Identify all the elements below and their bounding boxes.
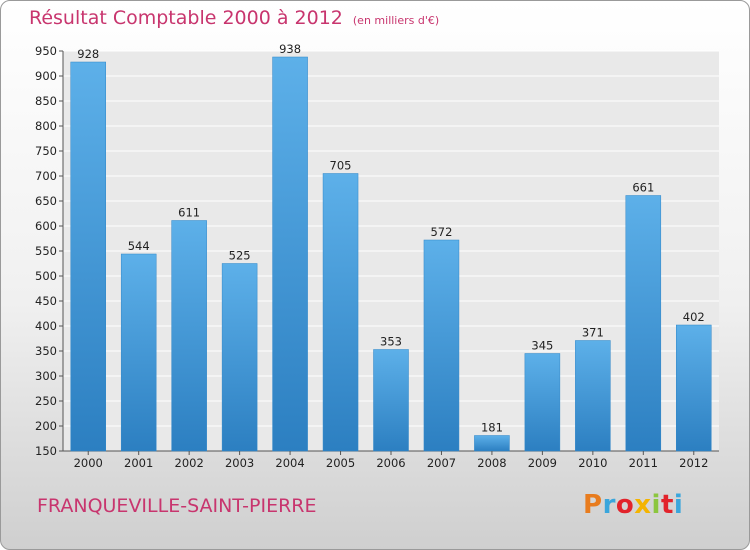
- bar: [676, 324, 712, 452]
- y-tick-label: 150: [35, 444, 57, 458]
- x-tick-label: 2005: [326, 456, 355, 470]
- bar: [322, 173, 359, 452]
- x-tick-label: 2012: [679, 456, 708, 470]
- y-tick-label: 300: [35, 369, 57, 383]
- x-tick-label: 2009: [528, 456, 557, 470]
- bar: [423, 239, 460, 452]
- y-tick-label: 200: [35, 419, 57, 433]
- chart-subtitle: (en milliers d'€): [352, 14, 440, 27]
- x-tick-label: 2006: [376, 456, 405, 470]
- data-label: 525: [229, 249, 251, 263]
- data-label: 353: [380, 335, 402, 349]
- y-tick-label: 950: [35, 44, 57, 58]
- x-tick-label: 2007: [427, 456, 456, 470]
- brand-logo-letter: x: [634, 490, 652, 520]
- brand-logo-letter: P: [583, 490, 603, 520]
- y-tick-label: 400: [35, 319, 57, 333]
- y-tick-label: 750: [35, 144, 57, 158]
- y-tick-label: 450: [35, 294, 57, 308]
- y-tick-label: 800: [35, 119, 57, 133]
- bar: [120, 253, 157, 452]
- data-label: 181: [481, 421, 503, 435]
- bar: [625, 195, 662, 452]
- chart-title-row: Résultat Comptable 2000 à 2012 (en millie…: [29, 7, 439, 29]
- x-tick-label: 2000: [74, 456, 103, 470]
- y-tick-label: 250: [35, 394, 57, 408]
- bar: [272, 56, 308, 452]
- brand-logo-letter: i: [673, 490, 684, 520]
- data-label: 371: [582, 326, 604, 340]
- bar: [373, 349, 409, 452]
- brand-logo-letter: r: [602, 490, 616, 520]
- brand-logo-letter: t: [660, 490, 674, 520]
- data-label: 572: [430, 225, 452, 239]
- bar: [171, 220, 207, 452]
- y-tick-label: 700: [35, 169, 57, 183]
- y-tick-label: 350: [35, 344, 57, 358]
- data-label: 705: [330, 159, 352, 173]
- data-label: 345: [531, 339, 553, 353]
- location-label: FRANQUEVILLE-SAINT-PIERRE: [37, 495, 317, 517]
- bar: [474, 435, 510, 452]
- x-tick-label: 2002: [175, 456, 204, 470]
- x-tick-label: 2008: [477, 456, 506, 470]
- y-tick-label: 600: [35, 219, 57, 233]
- y-tick-label: 850: [35, 94, 57, 108]
- x-tick-label: 2001: [124, 456, 153, 470]
- data-label: 938: [279, 42, 301, 56]
- data-label: 928: [77, 47, 99, 61]
- y-tick-label: 550: [35, 244, 57, 258]
- y-tick-label: 900: [35, 69, 57, 83]
- brand-logo-letter: o: [615, 490, 635, 520]
- bar: [70, 61, 106, 452]
- data-label: 661: [632, 181, 654, 195]
- data-label: 402: [683, 310, 705, 324]
- chart-title: Résultat Comptable 2000 à 2012: [29, 7, 343, 29]
- x-tick-label: 2004: [275, 456, 304, 470]
- data-label: 611: [178, 206, 200, 220]
- brand-logo-letter: i: [651, 490, 661, 520]
- data-label: 544: [128, 239, 150, 253]
- x-tick-label: 2010: [578, 456, 607, 470]
- brand-logo: Proxiti: [583, 490, 683, 520]
- bar: [221, 263, 258, 452]
- y-tick-label: 500: [35, 269, 57, 283]
- bar: [575, 340, 611, 452]
- y-tick-label: 650: [35, 194, 57, 208]
- x-tick-label: 2011: [629, 456, 658, 470]
- x-tick-label: 2003: [225, 456, 254, 470]
- bar: [524, 353, 561, 452]
